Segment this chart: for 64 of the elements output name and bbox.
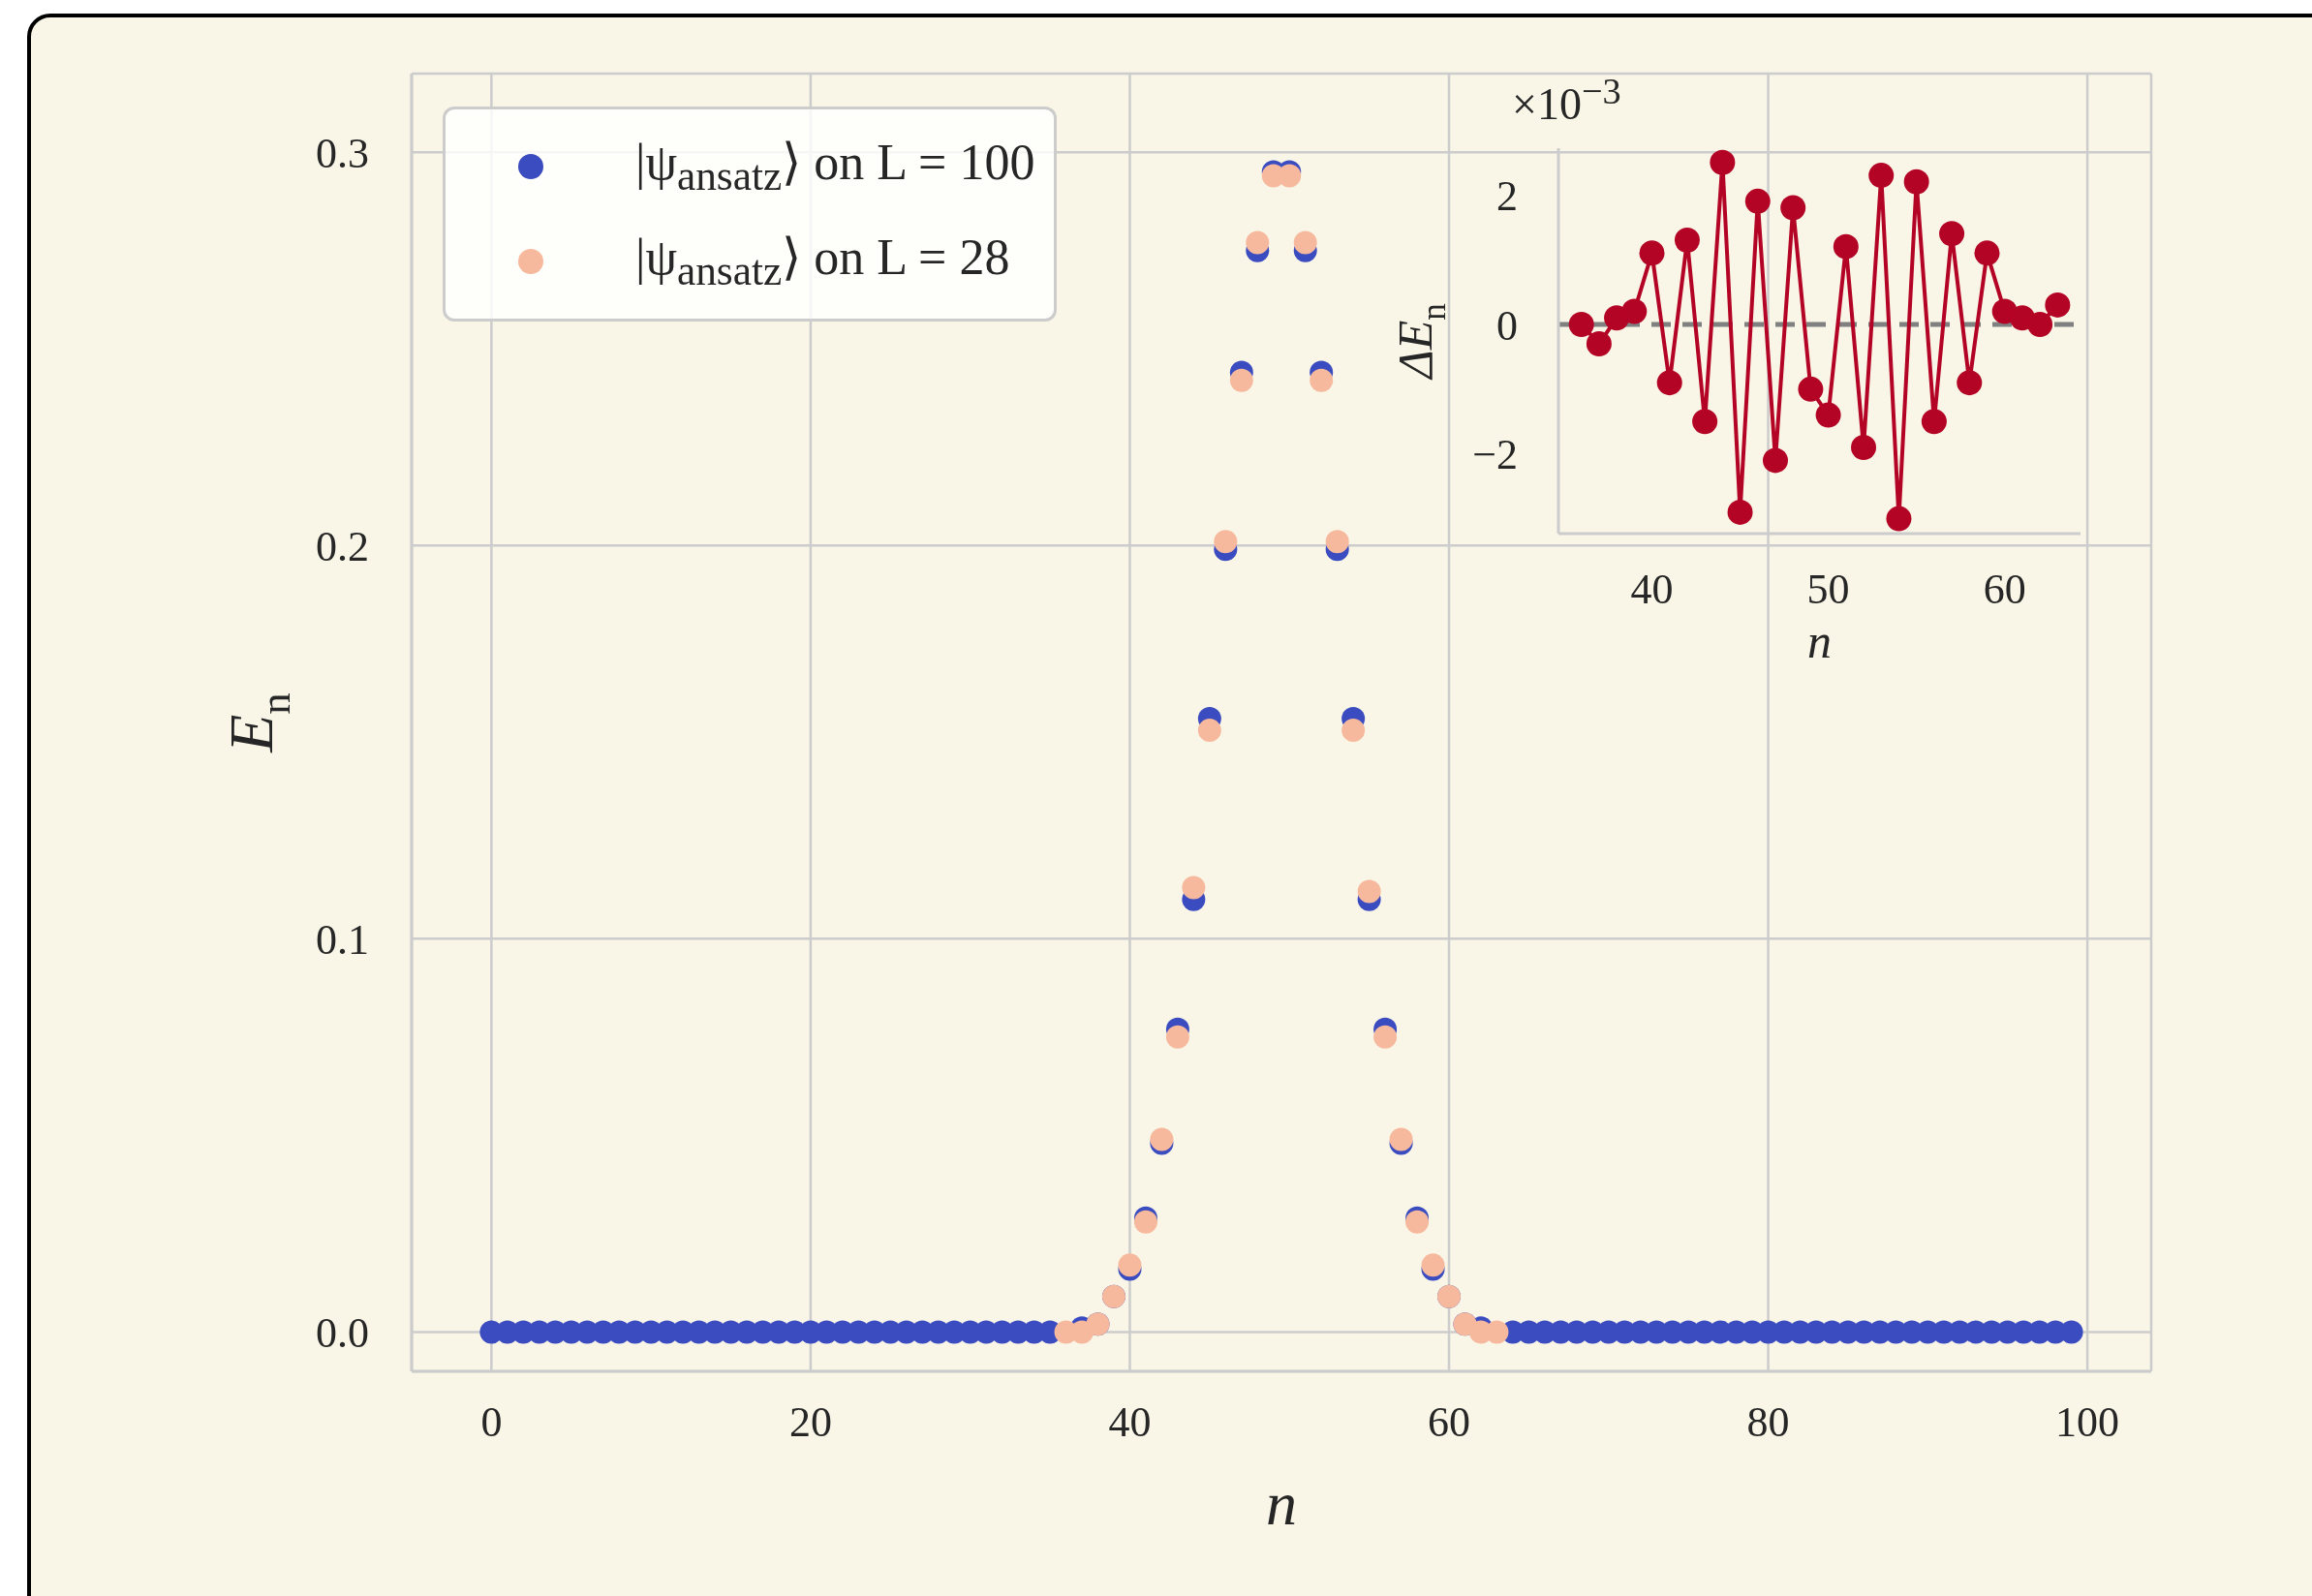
point [1389, 1127, 1413, 1151]
point [1229, 368, 1253, 392]
x-tick-label: 40 [1108, 1398, 1152, 1447]
x-tick-label: 80 [1746, 1398, 1790, 1447]
point [1833, 233, 1859, 260]
point [1405, 1210, 1430, 1234]
y-tick-label: 0.1 [316, 915, 369, 964]
point [1868, 163, 1895, 189]
point [1886, 506, 1912, 532]
point [1182, 875, 1206, 900]
x-axis-title: n [1807, 614, 1832, 668]
point [1851, 435, 1877, 461]
y-tick-label: −2 [1472, 431, 1518, 479]
point [1656, 370, 1682, 396]
point [1744, 188, 1771, 214]
point [1939, 221, 1965, 247]
point [1246, 230, 1270, 255]
point [1214, 530, 1238, 554]
point [1341, 719, 1366, 743]
point [1621, 298, 1648, 324]
y-tick-label: 0.0 [316, 1309, 369, 1358]
point [1921, 409, 1947, 435]
x-tick-label: 100 [2055, 1398, 2120, 1447]
point [1780, 195, 1806, 221]
x-tick-label: 20 [788, 1398, 832, 1447]
point [1165, 1025, 1189, 1049]
legend-label: |ψ$_{ansatz}$⟩ on L = 28 [635, 229, 1010, 295]
point [1118, 1253, 1142, 1277]
y-tick-label: 2 [1496, 171, 1518, 220]
point [1357, 879, 1381, 904]
x-tick-label: 60 [1983, 566, 2026, 614]
legend-label: |ψ$_{ansatz}$⟩ on L = 100 [635, 134, 1035, 200]
point [1710, 149, 1736, 175]
point [1903, 169, 1929, 195]
point [2045, 292, 2071, 318]
point [1974, 240, 2000, 266]
x-tick-label: 40 [1630, 566, 1674, 614]
point [1325, 530, 1349, 554]
point [1421, 1253, 1445, 1277]
y-tick-label: 0.2 [316, 522, 369, 570]
point [1815, 402, 1841, 428]
point [1310, 368, 1334, 392]
point [1798, 376, 1824, 402]
point [1639, 240, 1665, 266]
point [1293, 230, 1317, 255]
point [1150, 1127, 1174, 1151]
annotation: ×10$^{−3}$ [1512, 70, 1621, 131]
point [1727, 499, 1753, 525]
point [1692, 409, 1718, 435]
point [1762, 447, 1788, 474]
x-tick-label: 50 [1806, 566, 1850, 614]
point [1197, 719, 1221, 743]
x-tick-label: 0 [480, 1398, 503, 1447]
y-tick-label: 0 [1496, 301, 1518, 350]
point [1586, 331, 1612, 357]
point [1568, 311, 1594, 337]
point [1957, 370, 1983, 396]
x-tick-label: 60 [1428, 1398, 1471, 1447]
point [2027, 311, 2053, 337]
point [1674, 227, 1700, 253]
point [1133, 1210, 1157, 1234]
point [1373, 1025, 1398, 1049]
y-tick-label: 0.3 [316, 129, 369, 177]
x-axis-title: n [1266, 1469, 1297, 1538]
